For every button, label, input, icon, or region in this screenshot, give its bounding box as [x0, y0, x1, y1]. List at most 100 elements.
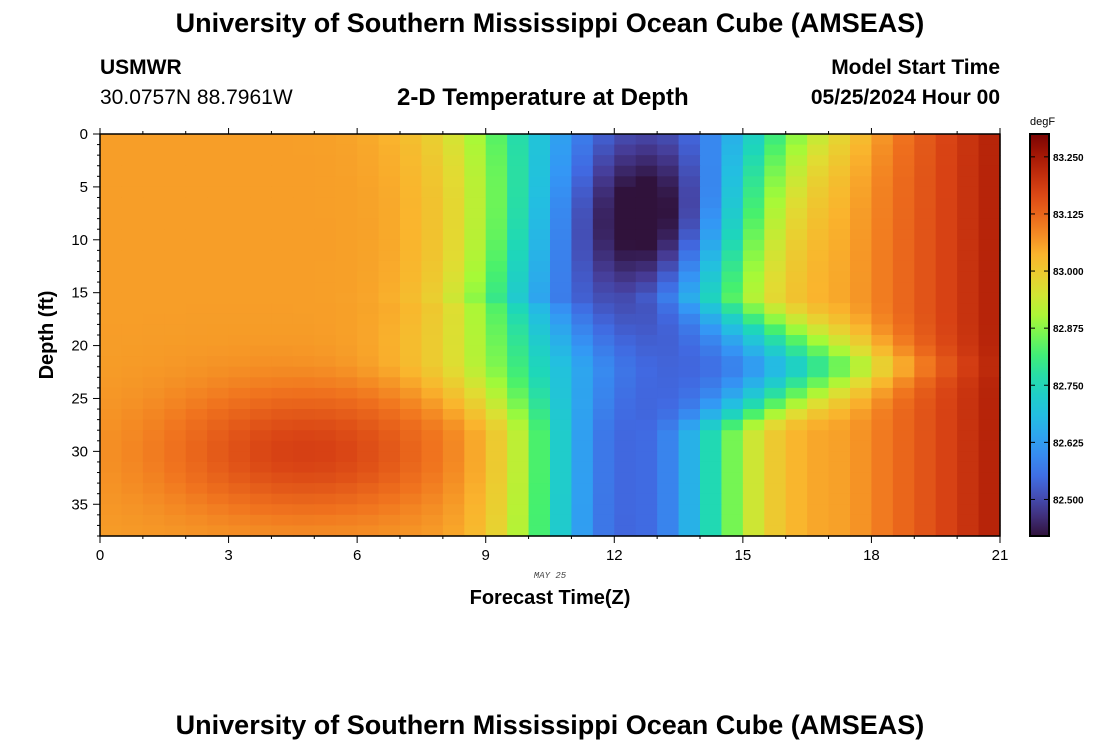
x-axis-title: Forecast Time(Z)	[470, 587, 631, 609]
heatmap-cell	[871, 335, 894, 347]
heatmap-cell	[935, 324, 958, 336]
heatmap-cell	[335, 335, 358, 347]
heatmap-cell	[914, 387, 937, 400]
heatmap-cell	[678, 356, 701, 368]
heatmap-cell	[400, 186, 423, 199]
heatmap-cell	[700, 186, 723, 199]
heatmap-cell	[142, 229, 165, 241]
heatmap-cell	[121, 387, 144, 400]
heatmap-cell	[978, 324, 1001, 336]
heatmap-cell	[807, 176, 830, 188]
heatmap-cell	[571, 451, 594, 463]
heatmap-cell	[357, 176, 380, 188]
heatmap-cell	[164, 493, 187, 505]
heatmap-cell	[892, 239, 915, 251]
heatmap-cell	[657, 335, 680, 347]
heatmap-cell	[207, 239, 230, 251]
heatmap-cell	[485, 398, 508, 410]
heatmap-cell	[228, 282, 251, 294]
heatmap-cell	[871, 186, 894, 199]
heatmap-cell	[764, 282, 787, 294]
heatmap-cell	[442, 440, 465, 452]
heatmap-cell	[464, 419, 487, 431]
heatmap-cell	[442, 208, 465, 220]
heatmap-cell	[892, 483, 915, 495]
heatmap-cell	[250, 377, 273, 389]
heatmap-cell	[957, 514, 980, 527]
heatmap-cell	[850, 176, 873, 188]
heatmap-cell	[228, 430, 251, 442]
heatmap-cell	[635, 303, 658, 315]
heatmap-cell	[421, 356, 444, 368]
heatmap-cell	[185, 461, 208, 474]
heatmap-cell	[314, 461, 337, 474]
heatmap-cell	[614, 335, 637, 347]
heatmap-cell	[571, 525, 594, 537]
heatmap-cell	[378, 134, 401, 146]
heatmap-cell	[957, 292, 980, 304]
heatmap-cell	[614, 271, 637, 283]
heatmap-cell	[892, 155, 915, 167]
heatmap-cell	[378, 387, 401, 400]
heatmap-cell	[614, 525, 637, 537]
heatmap-cell	[635, 239, 658, 251]
heatmap-cell	[507, 324, 530, 336]
heatmap-cell	[978, 303, 1001, 315]
heatmap-cell	[828, 186, 851, 199]
heatmap-cell	[935, 366, 958, 378]
station-coords: 30.0757N 88.7961W	[100, 86, 293, 109]
heatmap-cell	[871, 504, 894, 516]
heatmap-cell	[678, 451, 701, 463]
heatmap-cell	[571, 493, 594, 505]
heatmap-cell	[142, 165, 165, 177]
heatmap-cell	[914, 525, 937, 537]
heatmap-cell	[807, 377, 830, 389]
heatmap-cell	[592, 229, 615, 241]
heatmap-cell	[207, 366, 230, 378]
heatmap-cell	[678, 176, 701, 188]
heatmap-cell	[935, 218, 958, 230]
heatmap-cell	[957, 186, 980, 199]
heatmap-cell	[614, 409, 637, 421]
heatmap-cell	[678, 493, 701, 505]
heatmap-cell	[828, 134, 851, 146]
heatmap-cell	[271, 186, 294, 199]
heatmap-cell	[185, 176, 208, 188]
heatmap-cell	[421, 525, 444, 537]
heatmap-cell	[935, 260, 958, 273]
heatmap-cell	[142, 451, 165, 463]
heatmap-cell	[592, 218, 615, 230]
colorbar-unit: degF	[1030, 116, 1055, 128]
heatmap-cell	[464, 504, 487, 516]
heatmap-cell	[292, 419, 315, 431]
heatmap-cell	[850, 239, 873, 251]
heatmap-cell	[507, 282, 530, 294]
heatmap-cell	[807, 461, 830, 474]
heatmap-cell	[100, 186, 123, 199]
heatmap-cell	[807, 409, 830, 421]
heatmap-cell	[207, 282, 230, 294]
title-bottom: University of Southern Mississippi Ocean…	[175, 710, 925, 740]
heatmap-cell	[571, 239, 594, 251]
heatmap-cell	[807, 514, 830, 527]
heatmap-cell	[635, 504, 658, 516]
heatmap-cell	[700, 377, 723, 389]
heatmap-cell	[892, 229, 915, 241]
heatmap-cell	[635, 525, 658, 537]
heatmap-cell	[314, 282, 337, 294]
heatmap-cell	[228, 504, 251, 516]
heatmap-cell	[914, 356, 937, 368]
heatmap-cell	[657, 292, 680, 304]
heatmap-cell	[507, 398, 530, 410]
heatmap-cell	[871, 218, 894, 230]
heatmap-cell	[592, 292, 615, 304]
heatmap-cell	[850, 197, 873, 209]
heatmap-cell	[528, 197, 551, 209]
heatmap-cell	[207, 155, 230, 167]
heatmap-cell	[121, 324, 144, 336]
heatmap-cell	[228, 345, 251, 357]
heatmap-cell	[250, 239, 273, 251]
heatmap-cell	[957, 155, 980, 167]
heatmap-cell	[635, 398, 658, 410]
heatmap-cell	[914, 451, 937, 463]
